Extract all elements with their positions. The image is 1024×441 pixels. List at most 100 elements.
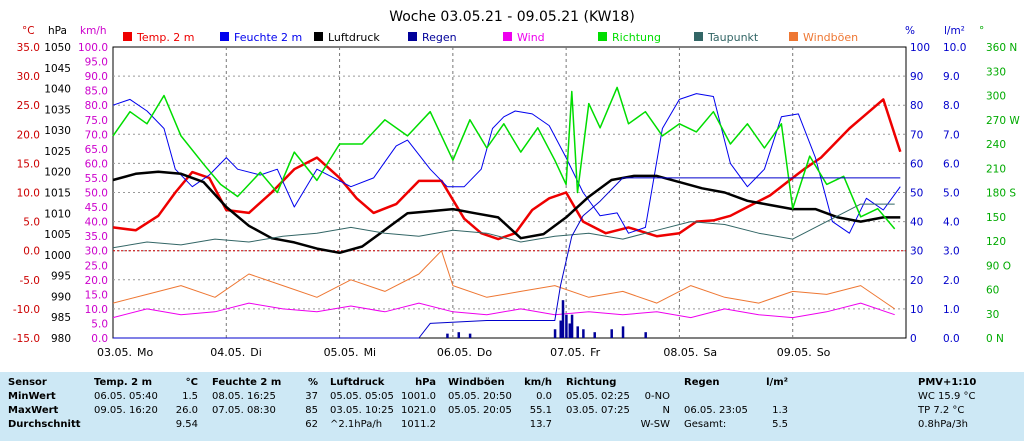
rain-bar [565,314,568,338]
x-tick-weekday: Di [250,346,262,359]
humidity-axis-tick: 20 [910,275,923,287]
stats-col-sensor: Sensor MinWert MaxWert Durchschnitt [0,372,88,441]
rain-bar [593,332,596,338]
stats-temp-min-value: 1.5 [182,391,198,402]
x-tick-date: 06.05. [437,346,472,359]
x-tick-date: 08.05. [663,346,698,359]
stats-gust-max-time: 05.05. 20:05 [448,405,512,416]
stats-col-pmv: PMV+1:10 WC 15.9 °C TP 7.2 °C 0.8hPa/3h [800,372,1016,441]
stats-dir-avg-value: W-SW [640,419,670,430]
legend-swatch [694,32,703,41]
legend-swatch [123,32,132,41]
x-tick-date: 05.05. [324,346,359,359]
rain-axis-tick: 6.0 [943,158,960,170]
series-line-taupunkt [112,203,895,249]
rain-bar [559,320,562,338]
stats-pmv-windchill: WC 15.9 °C [918,391,976,402]
legend-label: Luftdruck [328,31,380,44]
pressure-axis-tick: 995 [51,271,71,283]
temp-axis-tick: -15.0 [13,333,40,345]
rain-bar [610,329,613,338]
humidity-axis-tick: 70 [910,129,923,141]
temp-axis-tick: -10.0 [13,304,40,316]
direction-axis-tick: 180 S [986,188,1016,200]
direction-axis-tick: 150 [986,212,1006,224]
temp-axis-tick: 10.0 [17,188,40,200]
wind-axis-tick: 90.0 [85,71,108,83]
pressure-axis-tick: 1020 [44,167,71,179]
stats-header-rain: Regen [684,377,720,388]
stats-hum-min-value: 37 [305,391,318,402]
stats-temp-avg-value: 9.54 [175,419,198,430]
stats-col-pressure: Luftdruck hPa 05.05. 05:05 1001.0 03.05.… [326,372,440,441]
direction-axis-tick: 0 N [986,333,1004,345]
legend-swatch [598,32,607,41]
wind-axis-tick: 80.0 [85,100,108,112]
rain-bar [468,333,472,338]
wind-axis-tick: 85.0 [85,86,108,98]
wind-axis-tick: 40.0 [85,217,108,229]
stats-hum-min-time: 08.05. 16:25 [212,391,276,402]
stats-header-rain-unit: l/m² [766,377,788,388]
stats-hum-avg-value: 62 [305,419,318,430]
wind-axis-tick: 10.0 [85,304,108,316]
legend-label: Temp. 2 m [136,31,195,44]
stats-temp-min-time: 06.05. 05:40 [94,391,158,402]
stats-pmv-dewpoint: TP 7.2 °C [918,405,965,416]
legend-label: Regen [422,31,457,44]
humidity-axis-tick: 90 [910,71,923,83]
series-line-wind [112,302,895,319]
temp-axis-tick: 20.0 [17,129,40,141]
stats-press-max-time: 03.05. 10:25 [330,405,394,416]
stats-header-direction: Richtung [566,377,617,388]
wind-axis-tick: 0.0 [91,333,108,345]
x-tick-weekday: Mi [364,346,377,359]
stats-gust-min-value: 0.0 [536,391,552,402]
x-tick-date: 07.05. [550,346,585,359]
pressure-axis-tick: 1000 [44,250,71,262]
series-line-windb-en [112,250,895,310]
direction-axis-tick: 210 [986,163,1006,175]
wind-axis-tick: 55.0 [85,173,108,185]
direction-axis-tick: 270 W [986,115,1020,127]
rain-bar [446,333,449,338]
stats-header-temp: Temp. 2 m [94,377,152,388]
wind-axis-tick: 30.0 [85,246,108,258]
stats-header-pressure: Luftdruck [330,377,385,388]
series-line-feuchte-2-m [112,93,901,234]
stats-rain-max-time: 06.05. 23:05 [684,405,748,416]
rain-axis-tick: 5.0 [943,188,960,200]
x-tick-weekday: So [817,346,831,359]
temp-axis-unit: °C [22,25,35,37]
x-tick-weekday: Sa [703,346,717,359]
wind-axis-tick: 60.0 [85,158,108,170]
stats-pmv-trend: 0.8hPa/3h [918,419,969,430]
x-tick-date: 03.05. [97,346,132,359]
stats-dir-max-time: 03.05. 07:25 [566,405,630,416]
legend-swatch [220,32,229,41]
temp-axis-tick: 35.0 [17,42,40,54]
wind-axis-tick: 70.0 [85,129,108,141]
rain-bar [553,329,557,338]
x-tick-date: 04.05. [210,346,245,359]
direction-axis-tick: 360 N [986,42,1017,54]
humidity-axis-tick: 30 [910,246,923,258]
rain-bar [621,326,625,338]
temp-axis-tick: 15.0 [17,158,40,170]
stats-header-gusts: Windböen [448,377,505,388]
x-tick-weekday: Mo [137,346,153,359]
direction-axis-tick: 300 [986,91,1006,103]
wind-axis-tick: 95.0 [85,57,108,69]
stats-dir-min-time: 05.05. 02:25 [566,391,630,402]
humidity-axis-tick: 80 [910,100,923,112]
wind-axis-tick: 25.0 [85,260,108,272]
temp-axis-tick: 5.0 [23,217,40,229]
stats-hum-max-time: 07.05. 08:30 [212,405,276,416]
rain-axis-tick: 3.0 [943,246,960,258]
wind-axis-tick: 20.0 [85,275,108,287]
stats-gust-max-value: 55.1 [529,405,552,416]
stats-dir-min-value: 0-NO [644,391,670,402]
wind-axis-unit: km/h [80,25,107,37]
series-line-richtung [112,86,896,230]
pressure-axis-tick: 990 [51,291,71,303]
